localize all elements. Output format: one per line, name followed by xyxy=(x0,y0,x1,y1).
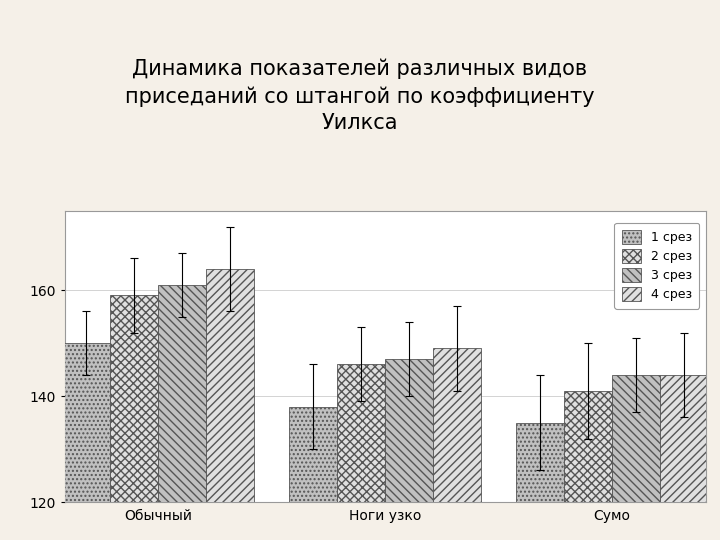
Bar xyxy=(612,375,660,502)
Bar xyxy=(564,391,612,502)
Bar xyxy=(660,375,708,502)
Bar xyxy=(516,423,564,502)
Text: Динамика показателей различных видов
приседаний со штангой по коэффициенту
Уилкс: Динамика показателей различных видов при… xyxy=(125,59,595,133)
Bar xyxy=(62,343,110,502)
Legend: 1 срез, 2 срез, 3 срез, 4 срез: 1 срез, 2 срез, 3 срез, 4 срез xyxy=(614,222,699,309)
Bar xyxy=(207,269,254,502)
Bar xyxy=(433,348,482,502)
Bar xyxy=(337,364,385,502)
Bar xyxy=(110,295,158,502)
Bar xyxy=(289,407,337,502)
Bar xyxy=(385,359,433,502)
Bar xyxy=(158,285,207,502)
